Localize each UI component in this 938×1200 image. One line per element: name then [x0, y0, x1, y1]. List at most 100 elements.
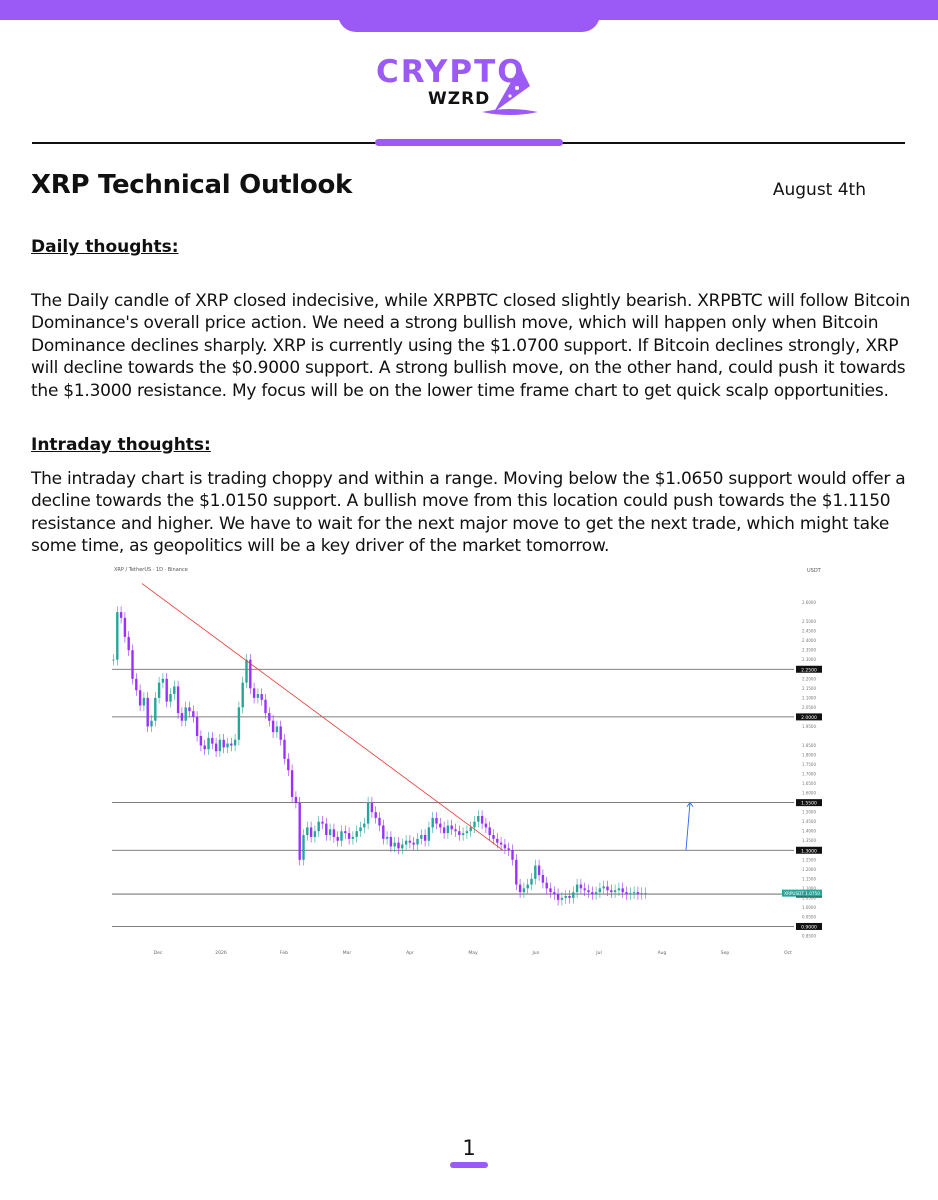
level-label-bg — [796, 846, 822, 854]
y-tick-label: 1.7500 — [802, 762, 816, 767]
candle-body — [317, 821, 320, 832]
candle-body — [522, 888, 526, 893]
candle-body — [484, 823, 488, 828]
candle-body — [465, 831, 469, 834]
candle-body — [332, 829, 336, 837]
candle-body — [256, 694, 260, 698]
candle-body — [473, 821, 476, 828]
candle-body — [135, 678, 138, 691]
y-tick-label: 1.4000 — [802, 829, 816, 834]
x-tick-label: Jul — [595, 950, 601, 956]
y-axis-label: USDT — [807, 568, 822, 574]
y-tick-label: 1.0500 — [802, 895, 816, 900]
candle-body — [233, 739, 237, 746]
y-tick-label: 0.8500 — [802, 934, 816, 939]
candle-body — [309, 827, 313, 837]
candle-body — [378, 817, 381, 826]
x-tick-label: 2026 — [215, 950, 227, 956]
candle-body — [553, 892, 556, 895]
candle-body — [245, 659, 248, 683]
candle-body — [598, 888, 602, 893]
x-tick-label: Jun — [531, 950, 539, 956]
candle-body — [290, 770, 294, 797]
candle-body — [313, 831, 317, 837]
candle-body — [469, 827, 472, 832]
candle-body — [477, 815, 480, 822]
candle-body — [249, 659, 252, 689]
candle-body — [549, 888, 552, 893]
candle-body — [507, 848, 510, 851]
header-divider-accent — [375, 139, 563, 146]
candle-body — [241, 682, 244, 708]
candle-body — [625, 892, 628, 895]
candle-body — [416, 838, 419, 845]
x-tick-label: Feb — [280, 950, 288, 956]
candle-body — [328, 829, 332, 836]
candle-body — [321, 821, 324, 824]
candle-body — [541, 875, 545, 883]
candle-body — [412, 842, 415, 845]
y-tick-label: 1.9500 — [802, 724, 816, 729]
y-tick-label: 2.1000 — [802, 695, 816, 700]
y-tick-label: 1.8500 — [802, 743, 816, 748]
level-label: 2.0000 — [801, 715, 817, 721]
candle-body — [275, 726, 279, 733]
y-tick-label: 0.9500 — [802, 914, 816, 919]
candle-body — [556, 894, 560, 900]
candle-body — [207, 737, 210, 750]
level-label: 0.9000 — [801, 924, 817, 930]
candle-body — [629, 893, 632, 895]
descending-trendline — [141, 583, 504, 851]
candle-body — [154, 697, 157, 721]
candle-body — [515, 859, 518, 885]
arrow-head-icon — [686, 801, 694, 807]
candle-body — [355, 831, 358, 837]
candle-body — [123, 617, 127, 637]
candle-body — [530, 878, 533, 885]
candle-body — [408, 840, 412, 843]
candle-body — [222, 739, 225, 748]
candle-body — [279, 726, 282, 740]
candle-body — [131, 650, 134, 679]
x-tick-label: Dec — [154, 950, 163, 956]
candle-body — [454, 829, 457, 832]
candle-body — [461, 833, 465, 836]
level-label-bg — [796, 713, 822, 721]
bullish-arrow-icon — [685, 802, 691, 851]
candle-body — [199, 735, 203, 746]
y-tick-label: 2.3000 — [802, 657, 816, 662]
candle-body — [268, 713, 271, 721]
candle-body — [192, 711, 195, 717]
crypto-wzrd-logo: CRYPTO WZRD — [370, 52, 570, 122]
page-number: 1 — [462, 1136, 476, 1160]
candle-body — [146, 697, 149, 727]
y-tick-label: 1.2500 — [802, 857, 816, 862]
candle-body — [230, 743, 233, 746]
candle-body — [511, 850, 514, 860]
y-tick-label: 1.3500 — [802, 838, 816, 843]
candle-body — [203, 745, 206, 750]
daily-heading: Daily thoughts: — [31, 237, 179, 257]
candle-body — [617, 888, 621, 891]
x-tick-label: May — [468, 950, 478, 956]
y-tick-label: 1.7000 — [802, 772, 816, 777]
candle-body — [450, 825, 453, 830]
candle-body — [344, 831, 347, 834]
candle-body — [404, 840, 408, 845]
candle-body — [298, 802, 301, 860]
candle-body — [180, 713, 184, 721]
candle-body — [340, 831, 343, 841]
candle-body — [492, 835, 495, 839]
candle-body — [325, 823, 328, 836]
x-axis-ticks: Dec 2026 Feb Mar Apr May Jun Jul Aug Sep Oct — [154, 950, 792, 956]
candle-body — [264, 699, 267, 714]
candle-body — [138, 690, 142, 706]
candle-body — [503, 844, 507, 849]
level-label: 1.3000 — [801, 848, 817, 854]
candles — [112, 606, 647, 906]
candle-body — [112, 659, 115, 661]
candle-body — [363, 823, 366, 828]
chart-annotations: XRPUSDT 1.0750 — [141, 583, 822, 897]
current-price-tag — [782, 889, 822, 897]
candle-body — [610, 890, 613, 893]
